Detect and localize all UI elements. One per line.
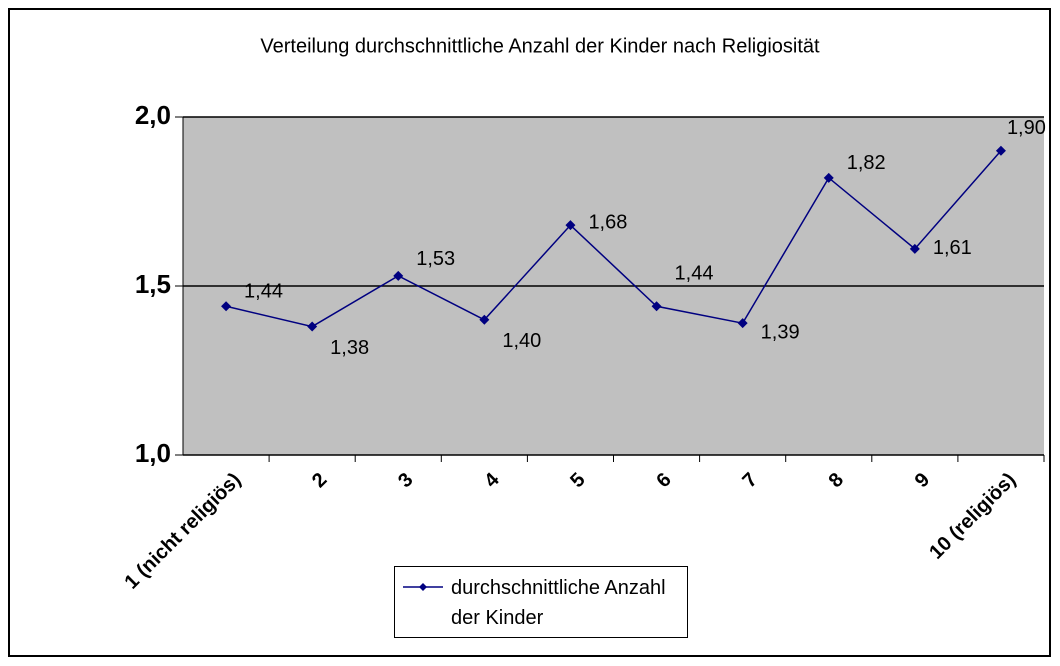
data-label: 1,82 bbox=[847, 152, 886, 174]
chart-title: Verteilung durchschnittliche Anzahl der … bbox=[260, 35, 820, 57]
series-line bbox=[225, 150, 1002, 328]
data-point bbox=[221, 301, 232, 312]
data-point bbox=[909, 243, 920, 254]
data-label: 1,68 bbox=[588, 211, 627, 233]
data-label: 1,53 bbox=[416, 248, 455, 270]
data-label: 1,61 bbox=[933, 237, 972, 259]
y-tick-label: 2,0 bbox=[135, 100, 171, 130]
legend-marker bbox=[419, 583, 427, 591]
data-point bbox=[651, 301, 662, 312]
legend-swatch bbox=[403, 583, 443, 591]
data-label: 1,44 bbox=[675, 263, 714, 285]
data-point bbox=[823, 172, 834, 183]
y-tick-label: 1,5 bbox=[135, 269, 171, 299]
data-point bbox=[995, 145, 1006, 156]
legend: durchschnittliche Anzahl der Kinder bbox=[394, 566, 688, 638]
data-point bbox=[307, 321, 318, 332]
data-point bbox=[479, 314, 490, 325]
data-label: 1,38 bbox=[330, 337, 369, 359]
data-label: 1,44 bbox=[244, 281, 283, 303]
data-label: 1,40 bbox=[502, 330, 541, 352]
data-point bbox=[737, 318, 748, 329]
y-tick-label: 1,0 bbox=[135, 438, 171, 468]
data-label: 1,39 bbox=[761, 321, 800, 343]
data-label: 1,90 bbox=[1007, 117, 1046, 139]
legend-label: durchschnittliche Anzahl der Kinder bbox=[451, 577, 666, 629]
data-point bbox=[565, 220, 576, 231]
data-point bbox=[393, 270, 404, 281]
